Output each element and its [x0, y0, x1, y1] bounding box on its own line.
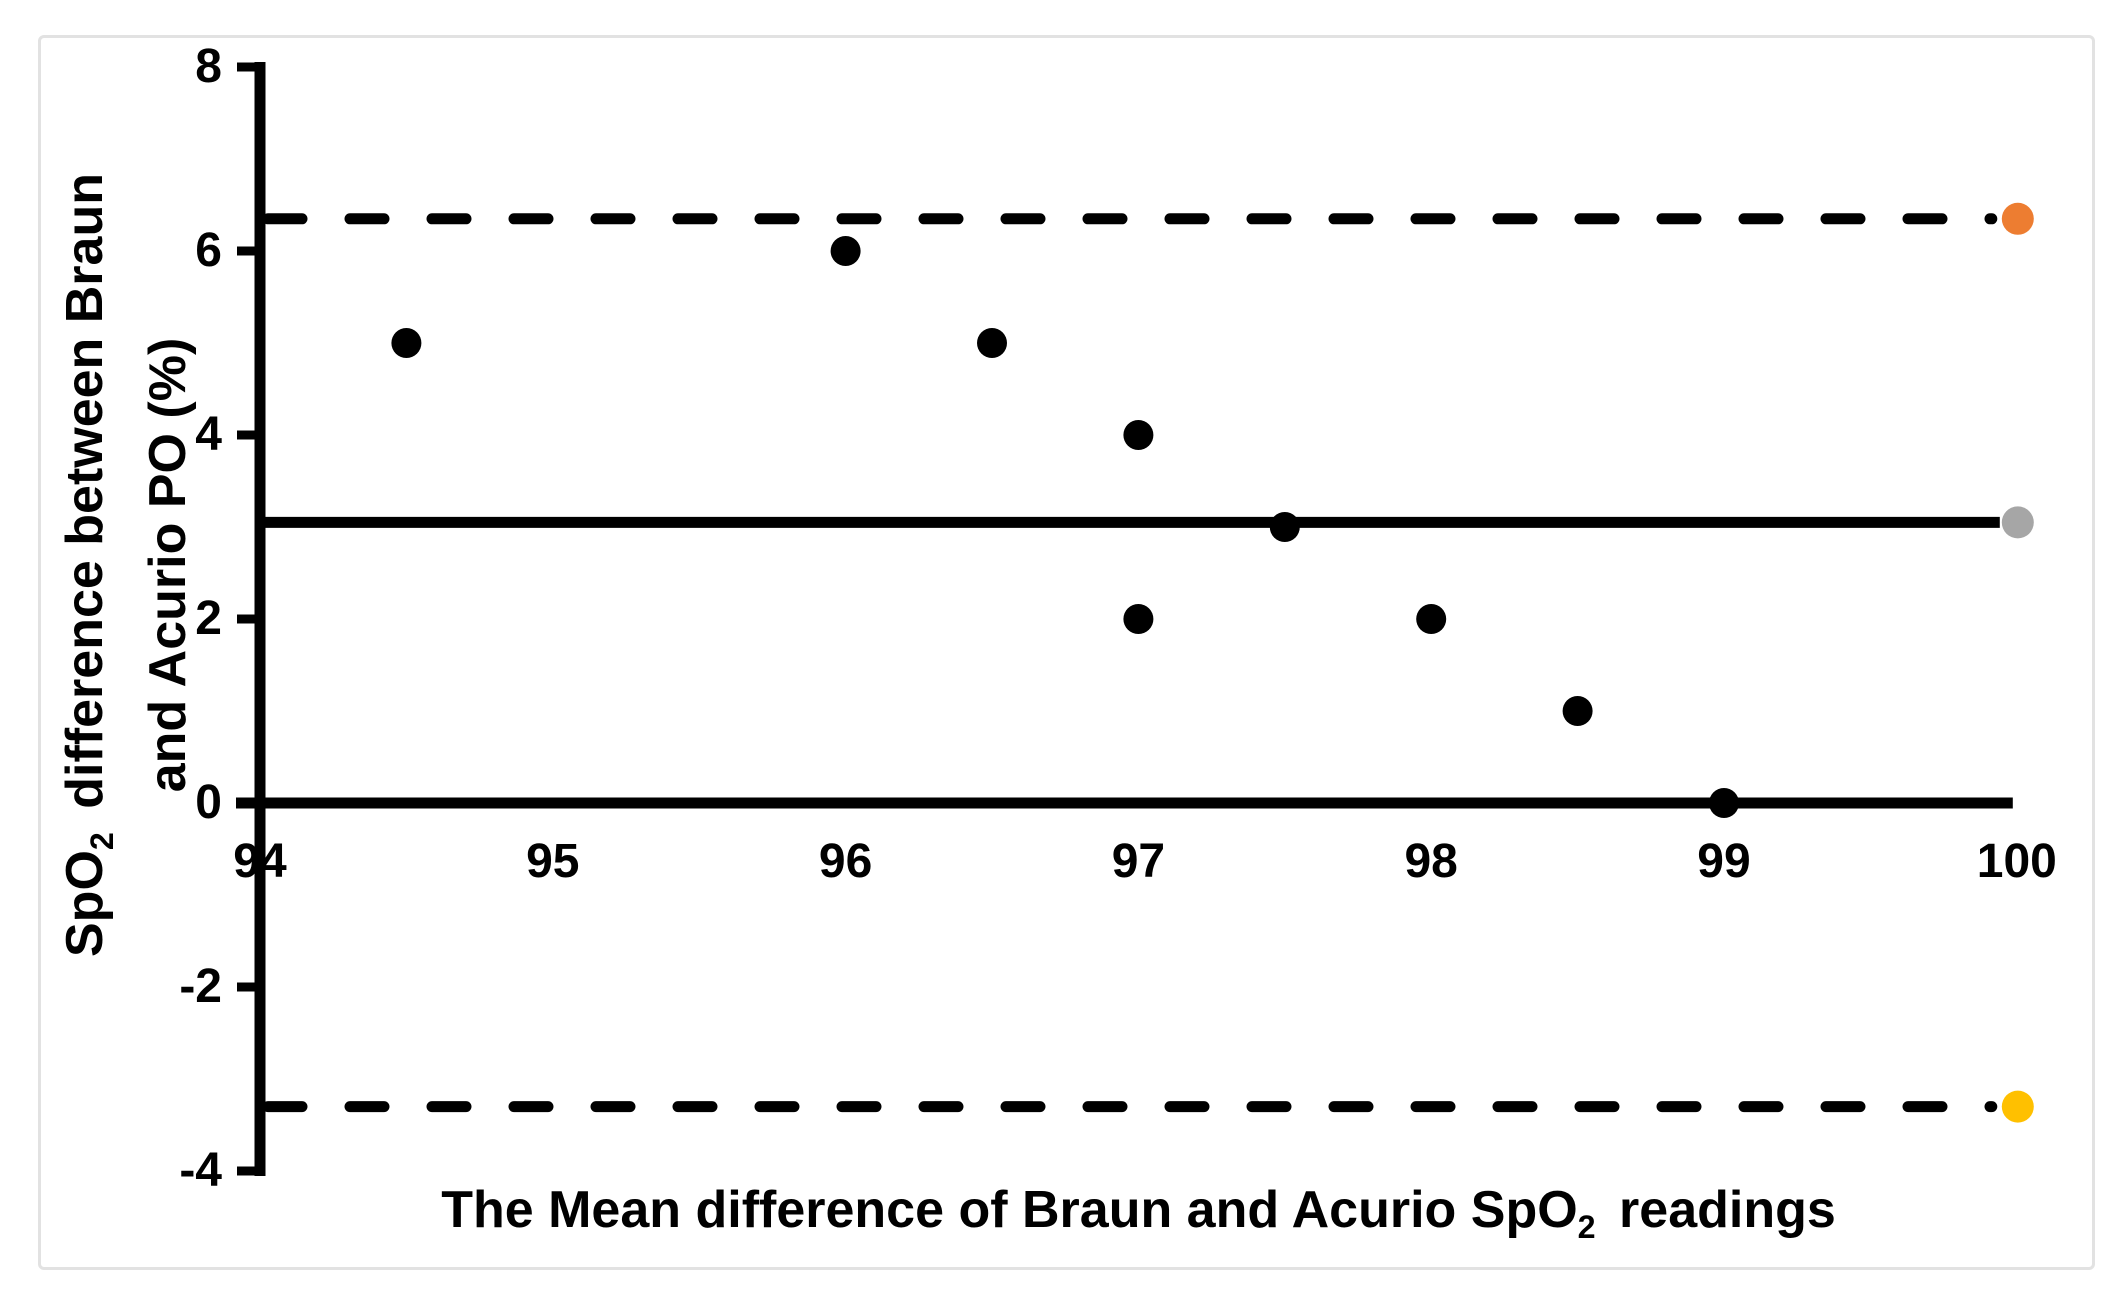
x-tick-label: 97	[1111, 835, 1166, 888]
data-point	[1416, 604, 1447, 634]
y-tick-label: 8	[195, 40, 222, 93]
x-tick-label: 94	[233, 835, 287, 888]
spo2-subscript: 2	[84, 832, 121, 851]
y-tick-label: 6	[195, 224, 222, 277]
x-tick-label: 96	[818, 835, 873, 888]
data-point	[1709, 788, 1739, 818]
y-axis-title-line2: and Acurio PO (%)	[139, 337, 198, 793]
x-axis-title: The Mean difference of Braun and Acurio …	[441, 1181, 1836, 1246]
x-tick-label: 99	[1697, 835, 1751, 888]
y-axis-title-line1: SpO2 difference between Braun	[56, 173, 121, 957]
y-tick-label: 4	[195, 408, 222, 461]
data-point	[977, 328, 1007, 358]
data-point	[391, 328, 422, 358]
y-tick-label: 2	[195, 592, 222, 645]
data-point	[1269, 512, 1300, 542]
spo2-subscript: 2	[1577, 1209, 1596, 1246]
x-tick-label: 100	[1976, 835, 2057, 888]
data-point	[1562, 696, 1593, 726]
upper-loa-marker	[2001, 202, 2034, 235]
data-point	[830, 236, 861, 266]
y-axis-title: SpO2 difference between Braun and Acurio…	[52, 115, 197, 1015]
x-tick-label: 95	[526, 835, 580, 888]
y-tick-label: 0	[195, 776, 222, 829]
data-point	[1123, 604, 1154, 634]
lower-loa-marker	[2001, 1090, 2034, 1123]
mean-bias-marker	[2001, 506, 2034, 539]
y-tick-label: -4	[179, 1144, 222, 1197]
x-tick-label: 98	[1404, 835, 1458, 888]
chart-frame	[38, 35, 2095, 1270]
data-point	[1123, 420, 1154, 450]
y-tick-label: -2	[179, 960, 222, 1013]
